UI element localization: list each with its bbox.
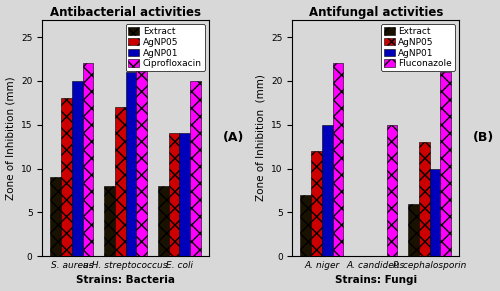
X-axis label: Strains: Bacteria: Strains: Bacteria [76, 276, 175, 285]
Bar [430, 168, 440, 256]
Legend: Extract, AgNP05, AgNP01, Ciprofloxacin: Extract, AgNP05, AgNP01, Ciprofloxacin [126, 24, 204, 71]
Bar [136, 37, 147, 256]
Bar [72, 81, 83, 256]
Bar [104, 186, 115, 256]
X-axis label: Strains: Fungi: Strains: Fungi [334, 276, 417, 285]
Bar [61, 98, 72, 256]
Bar [311, 151, 322, 256]
Bar [50, 177, 61, 256]
Bar [322, 125, 332, 256]
Bar [440, 72, 451, 256]
Bar [115, 107, 126, 256]
Bar [168, 134, 179, 256]
Bar [419, 142, 430, 256]
Bar [386, 125, 398, 256]
Bar [332, 63, 344, 256]
Bar [408, 203, 419, 256]
Y-axis label: Zone of Inhibition (mm): Zone of Inhibition (mm) [6, 76, 16, 200]
Text: (A): (A) [222, 131, 244, 144]
Title: Antibacterial activities: Antibacterial activities [50, 6, 201, 19]
Bar [82, 63, 94, 256]
Y-axis label: Zone of Inhibition  (mm): Zone of Inhibition (mm) [256, 74, 266, 201]
Bar [158, 186, 168, 256]
Title: Antifungal activities: Antifungal activities [308, 6, 443, 19]
Bar [126, 72, 136, 256]
Bar [190, 81, 201, 256]
Bar [300, 195, 311, 256]
Legend: Extract, AgNP05, AgNP01, Fluconazole: Extract, AgNP05, AgNP01, Fluconazole [381, 24, 454, 71]
Bar [180, 134, 190, 256]
Text: (B): (B) [472, 131, 494, 144]
